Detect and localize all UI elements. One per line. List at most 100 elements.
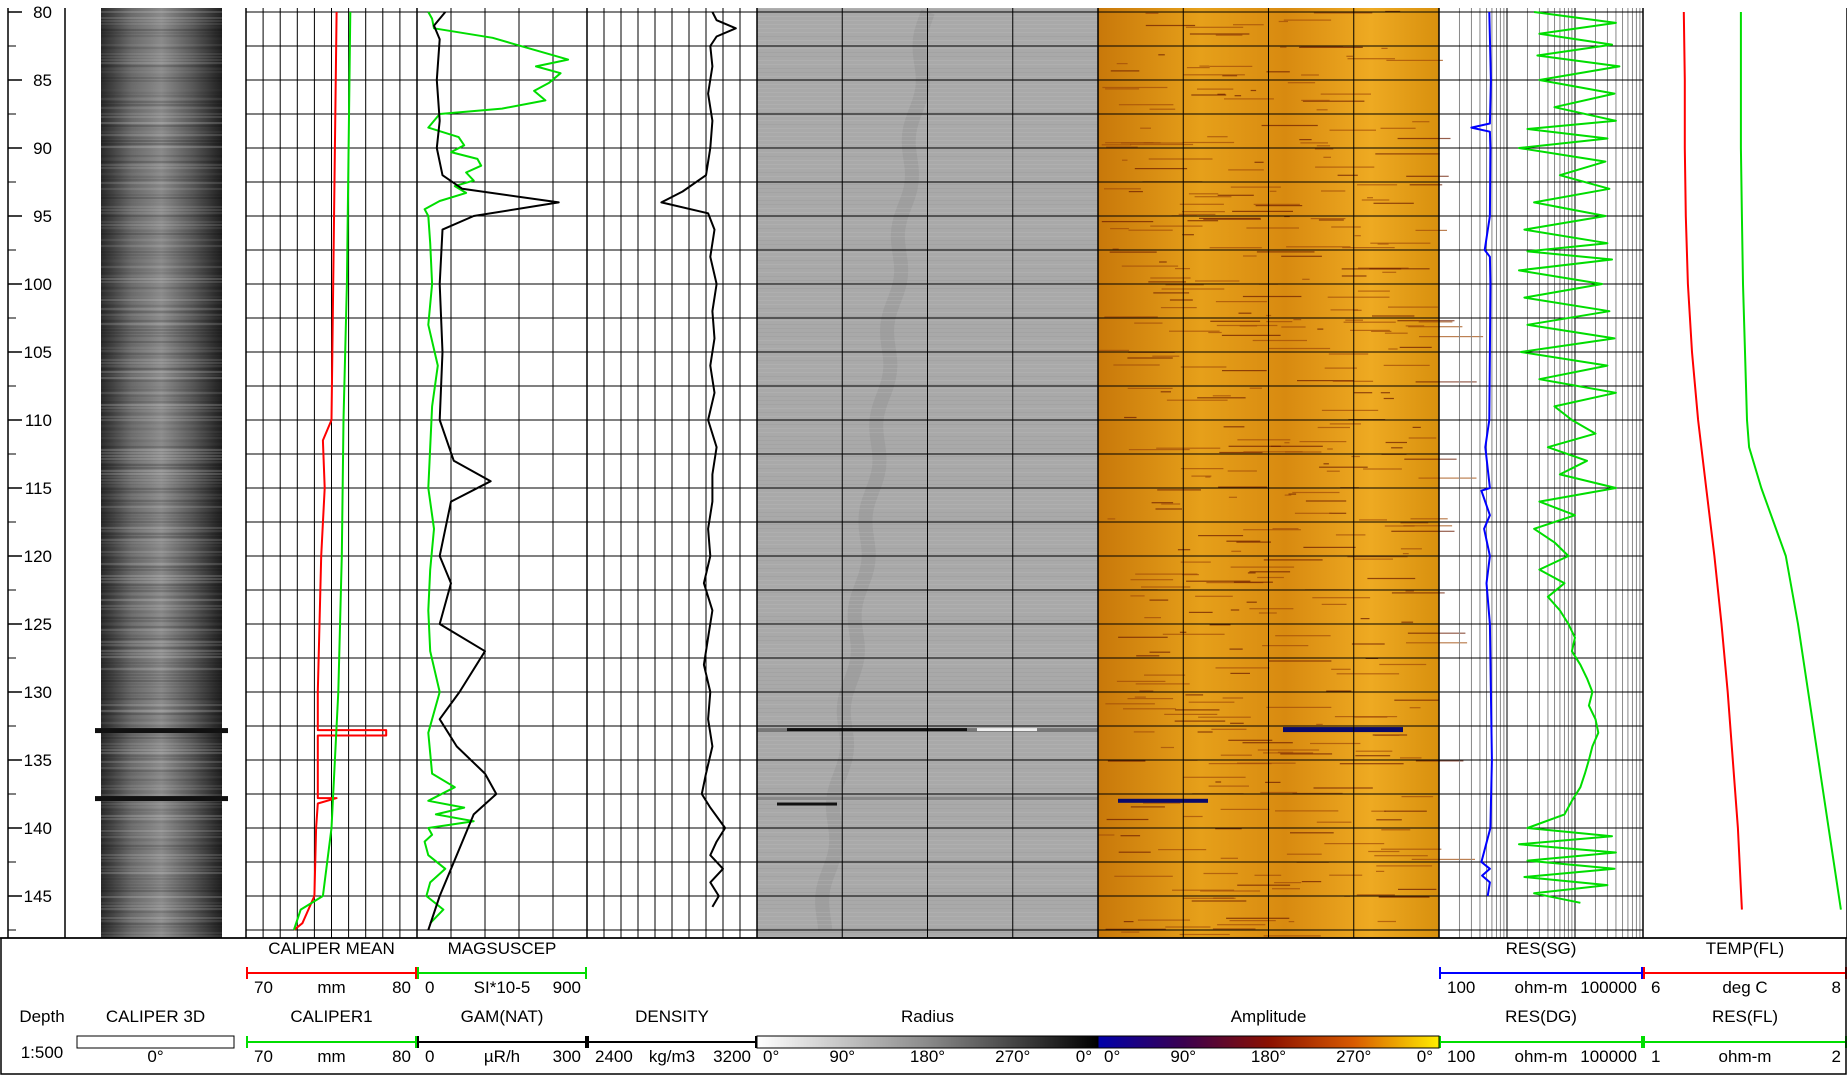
cylinder-fracture: [95, 796, 228, 802]
cylinder-texture: [101, 761, 222, 763]
amplitude-texture: [1123, 708, 1176, 710]
amplitude-texture: [1409, 707, 1421, 709]
amplitude-texture: [1378, 896, 1430, 898]
amplitude-texture: [1266, 71, 1290, 73]
cylinder-texture: [101, 494, 222, 496]
cylinder-texture: [101, 170, 222, 172]
cylinder-texture: [101, 698, 222, 700]
amplitude-texture: [1161, 503, 1181, 505]
cylinder-texture: [101, 425, 222, 427]
curve-scale-unit: µR/h: [484, 1047, 520, 1066]
cylinder-texture: [101, 848, 222, 850]
amplitude-texture: [1230, 609, 1240, 611]
amplitude-texture: [1257, 749, 1320, 751]
curve-gam-nat-: [427, 11, 560, 931]
amplitude-texture: [1234, 95, 1242, 97]
cylinder-texture: [101, 779, 222, 781]
amplitude-texture: [1122, 159, 1128, 161]
amplitude-texture: [1257, 576, 1284, 579]
cylinder-texture: [101, 200, 222, 202]
curve-header-name: RES(FL): [1712, 1007, 1778, 1026]
amplitude-texture: [1231, 550, 1242, 552]
amplitude-texture: [1342, 247, 1395, 249]
amplitude-texture: [1249, 571, 1291, 573]
cylinder-texture: [101, 449, 222, 451]
amplitude-texture: [1222, 697, 1244, 699]
amplitude-texture: [1118, 636, 1168, 638]
cylinder-texture: [101, 236, 222, 238]
amplitude-texture: [1107, 518, 1116, 520]
amplitude-texture: [1285, 451, 1322, 453]
amplitude-texture: [1330, 309, 1359, 311]
radius-band: [815, 9, 935, 931]
amplitude-texture: [1220, 754, 1252, 756]
cylinder-texture: [101, 338, 222, 340]
cylinder-texture: [101, 275, 222, 277]
cylinder-texture: [101, 365, 222, 367]
amplitude-texture: [1305, 500, 1347, 502]
cylinder-texture: [101, 11, 222, 13]
amplitude-texture: [1148, 158, 1213, 160]
cylinder-texture: [101, 416, 222, 418]
amplitude-texture: [1223, 426, 1245, 428]
cylinder-texture: [101, 521, 222, 523]
amplitude-texture: [1228, 445, 1281, 447]
amplitude-texture: [1354, 558, 1393, 560]
cylinder-texture: [101, 260, 222, 262]
cylinder-texture: [101, 35, 222, 37]
amplitude-texture: [1237, 439, 1291, 441]
cylinder-texture: [101, 746, 222, 748]
amplitude-texture: [1376, 865, 1433, 867]
cylinder-texture: [101, 62, 222, 64]
amplitude-texture: [1230, 672, 1250, 674]
amplitude-texture: [1179, 933, 1230, 936]
amplitude-texture: [1186, 67, 1210, 69]
cylinder-texture: [101, 887, 222, 889]
cylinder-texture: [101, 821, 222, 823]
cylinder-texture: [101, 635, 222, 637]
cylinder-texture: [101, 611, 222, 613]
cylinder-texture: [101, 176, 222, 178]
amplitude-texture: [1134, 168, 1188, 170]
amplitude-texture: [1105, 928, 1166, 930]
amplitude-texture: [1412, 121, 1430, 123]
cylinder-texture: [101, 230, 222, 232]
amplitude-texture: [1188, 701, 1235, 703]
cylinder-texture: [101, 740, 222, 742]
cylinder-texture: [101, 500, 222, 502]
curve-scale-max: 300: [553, 1047, 581, 1066]
cylinder-texture: [101, 56, 222, 58]
curve-scale-min: 2400: [595, 1047, 633, 1066]
cylinder-texture: [101, 296, 222, 298]
amplitude-texture: [1148, 281, 1186, 283]
amplitude-texture: [1337, 174, 1358, 176]
cylinder-texture: [101, 749, 222, 751]
amplitude-texture: [1419, 336, 1484, 338]
depth-tick-label: 105: [24, 343, 52, 362]
cylinder-texture: [101, 686, 222, 688]
cylinder-texture: [101, 722, 222, 724]
cylinder-texture: [101, 524, 222, 526]
amplitude-texture: [1250, 89, 1257, 92]
amplitude-texture: [1230, 566, 1295, 568]
amplitude-texture: [1212, 928, 1256, 930]
amplitude-texture: [1300, 142, 1328, 144]
amplitude-texture: [1397, 320, 1455, 322]
curve-scale-unit: mm: [317, 978, 345, 997]
cylinder-texture: [101, 881, 222, 883]
amplitude-texture: [1118, 851, 1151, 853]
cylinder-texture: [101, 32, 222, 34]
cylinder-texture: [101, 47, 222, 49]
amplitude-texture: [1256, 251, 1315, 253]
cylinder-texture: [101, 701, 222, 703]
cylinder-texture: [101, 413, 222, 415]
amplitude-texture: [1174, 720, 1226, 722]
amplitude-texture: [1336, 673, 1400, 675]
cylinder-texture: [101, 626, 222, 628]
amplitude-texture: [1371, 810, 1386, 812]
cylinder-texture: [101, 860, 222, 862]
amplitude-texture: [1316, 723, 1323, 725]
amplitude-texture: [1145, 24, 1196, 27]
amplitude-texture: [1189, 33, 1250, 35]
cylinder-texture: [101, 557, 222, 559]
